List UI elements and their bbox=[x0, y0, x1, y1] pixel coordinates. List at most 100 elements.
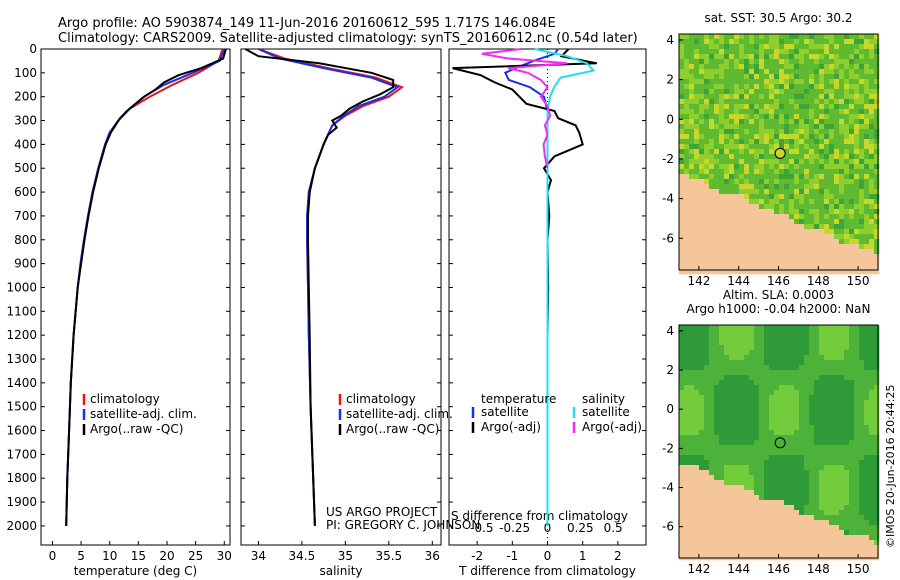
map-cell bbox=[779, 269, 785, 275]
map-cell bbox=[679, 179, 685, 185]
map-cell bbox=[864, 350, 870, 356]
map-cell bbox=[844, 515, 850, 521]
map-cell bbox=[839, 545, 845, 551]
map-cell bbox=[689, 189, 695, 195]
map-cell bbox=[729, 199, 735, 205]
map-cell bbox=[869, 179, 875, 185]
map-cell bbox=[679, 89, 685, 95]
map-cell bbox=[804, 360, 810, 366]
map-cell bbox=[749, 420, 755, 426]
map-cell bbox=[739, 49, 745, 55]
map-cell bbox=[819, 169, 825, 175]
map-cell bbox=[769, 350, 775, 356]
map-cell bbox=[829, 535, 835, 541]
map-cell bbox=[774, 385, 780, 391]
map-cell bbox=[694, 435, 700, 441]
map-cell bbox=[824, 435, 830, 441]
map-cell bbox=[794, 219, 800, 225]
map-cell bbox=[874, 480, 880, 486]
map-cell bbox=[759, 550, 765, 556]
map-cell bbox=[774, 249, 780, 255]
map-cell bbox=[789, 199, 795, 205]
map-cell bbox=[789, 445, 795, 451]
map-cell bbox=[869, 400, 875, 406]
map-cell bbox=[729, 114, 735, 120]
map-cell bbox=[694, 149, 700, 155]
map-cell bbox=[769, 174, 775, 180]
map-cell bbox=[859, 79, 865, 85]
map-cell bbox=[739, 109, 745, 115]
map-cell bbox=[869, 194, 875, 200]
map-cell bbox=[739, 475, 745, 481]
map-cell bbox=[719, 264, 725, 270]
map-cell bbox=[759, 234, 765, 240]
map-cell bbox=[829, 365, 835, 371]
map-cell bbox=[819, 99, 825, 105]
map-cell bbox=[729, 525, 735, 531]
map-cell bbox=[789, 174, 795, 180]
map-cell bbox=[829, 500, 835, 506]
map-cell bbox=[819, 54, 825, 60]
map-cell bbox=[854, 269, 860, 275]
map-cell bbox=[829, 505, 835, 511]
map-cell bbox=[814, 490, 820, 496]
map-cell bbox=[749, 350, 755, 356]
map-cell bbox=[824, 79, 830, 85]
map-cell bbox=[859, 99, 865, 105]
map-cell bbox=[819, 59, 825, 65]
map-cell bbox=[734, 164, 740, 170]
map-cell bbox=[719, 154, 725, 160]
map-cell bbox=[869, 370, 875, 376]
map-cell bbox=[784, 109, 790, 115]
map-cell bbox=[844, 204, 850, 210]
map-cell bbox=[719, 390, 725, 396]
map-cell bbox=[874, 335, 880, 341]
map-cell bbox=[739, 54, 745, 60]
map-cell bbox=[834, 525, 840, 531]
map-cell bbox=[829, 470, 835, 476]
map-cell bbox=[724, 520, 730, 526]
map-cell bbox=[689, 49, 695, 55]
map-cell bbox=[794, 520, 800, 526]
map-cell bbox=[724, 500, 730, 506]
map-cell bbox=[784, 174, 790, 180]
map-cell bbox=[729, 515, 735, 521]
map-cell bbox=[814, 400, 820, 406]
map-cell bbox=[714, 34, 720, 40]
map-cell bbox=[784, 134, 790, 140]
map-cell bbox=[864, 154, 870, 160]
map-cell bbox=[794, 425, 800, 431]
map-cell bbox=[719, 104, 725, 110]
map-cell bbox=[794, 455, 800, 461]
map-cell bbox=[829, 224, 835, 230]
map-cell bbox=[864, 249, 870, 255]
map-cell bbox=[739, 189, 745, 195]
map-cell bbox=[849, 355, 855, 361]
map-cell bbox=[834, 480, 840, 486]
map-cell bbox=[734, 214, 740, 220]
map-cell bbox=[839, 440, 845, 446]
map-cell bbox=[864, 490, 870, 496]
map-cell bbox=[739, 129, 745, 135]
map-cell bbox=[869, 174, 875, 180]
map-cell bbox=[714, 69, 720, 75]
map-cell bbox=[719, 450, 725, 456]
map-cell bbox=[864, 149, 870, 155]
map-cell bbox=[844, 325, 850, 331]
map-cell bbox=[874, 425, 880, 431]
map-cell bbox=[749, 239, 755, 245]
map-cell bbox=[794, 79, 800, 85]
map-cell bbox=[714, 249, 720, 255]
map-cell bbox=[774, 79, 780, 85]
map-cell bbox=[814, 184, 820, 190]
map-cell bbox=[834, 109, 840, 115]
map-cell bbox=[814, 194, 820, 200]
map-cell bbox=[814, 144, 820, 150]
map-cell bbox=[874, 159, 880, 165]
map-cell bbox=[834, 500, 840, 506]
map-cell bbox=[809, 440, 815, 446]
map-cell bbox=[769, 129, 775, 135]
map-cell bbox=[749, 244, 755, 250]
map-cell bbox=[839, 74, 845, 80]
map-cell bbox=[704, 124, 710, 130]
